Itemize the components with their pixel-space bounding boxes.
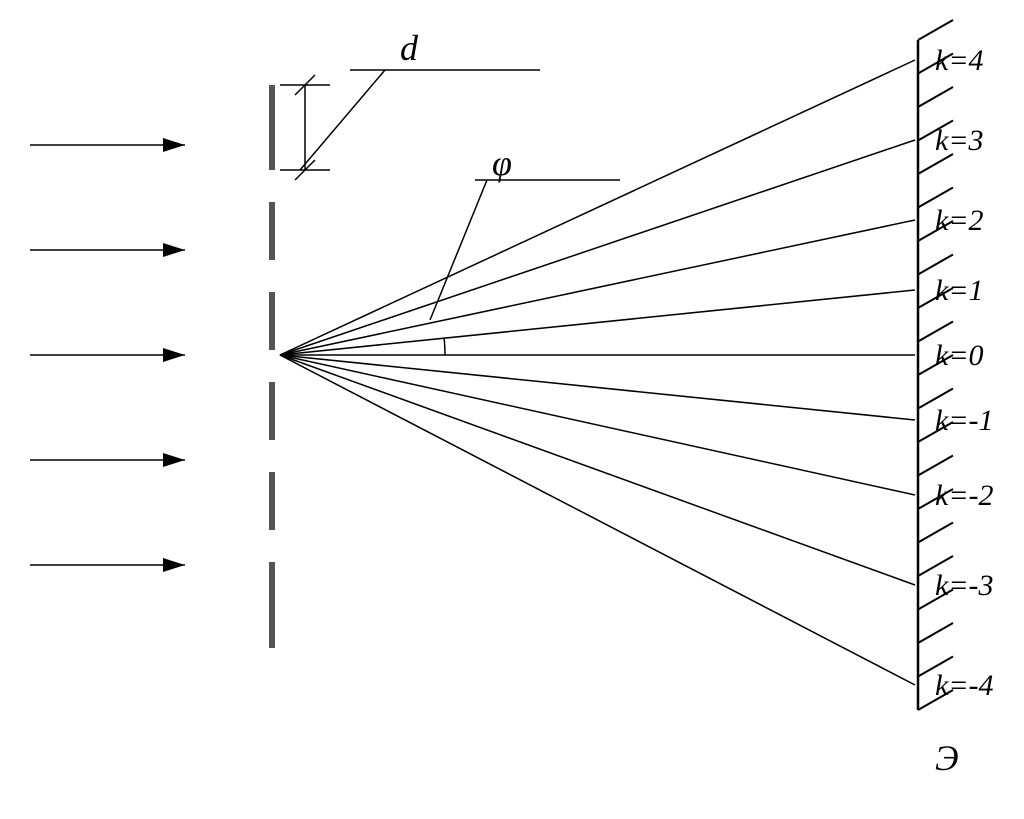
screen-hatch <box>918 623 953 643</box>
order-label-k3: k=3 <box>935 124 984 157</box>
dimension-d-label: d <box>400 28 419 68</box>
order-label-k1: k=1 <box>935 274 984 307</box>
screen-label: Э <box>935 738 959 778</box>
order-label-k2: k=2 <box>935 204 984 237</box>
screen-hatch <box>918 20 953 40</box>
order-label-k0: k=0 <box>935 339 984 372</box>
screen-hatch <box>918 154 953 174</box>
diffraction-diagram: d Эk=4 k=3 k=2 k=1 k=0 k=-1 k=-2 k=-3 k=-4 φ <box>0 0 1024 819</box>
angle-phi <box>430 180 620 355</box>
ray-k4 <box>280 60 915 355</box>
phi-arc <box>444 338 445 355</box>
ray-k-3 <box>280 355 915 585</box>
screen-hatch <box>918 87 953 107</box>
phi-label: φ <box>492 143 512 183</box>
order-label-k-1: k=-1 <box>935 404 994 437</box>
ray-k-2 <box>280 355 915 495</box>
ray-k-1 <box>280 355 915 420</box>
diffracted-rays <box>280 60 915 685</box>
screen-hatch <box>918 456 953 476</box>
order-label-k-3: k=-3 <box>935 569 994 602</box>
screen-hatch <box>918 255 953 275</box>
order-label-k4: k=4 <box>935 44 984 77</box>
order-label-k-2: k=-2 <box>935 479 994 512</box>
screen-hatch <box>918 523 953 543</box>
ray-k-4 <box>280 355 915 685</box>
ray-k2 <box>280 220 915 355</box>
order-label-k-4: k=-4 <box>935 669 994 702</box>
